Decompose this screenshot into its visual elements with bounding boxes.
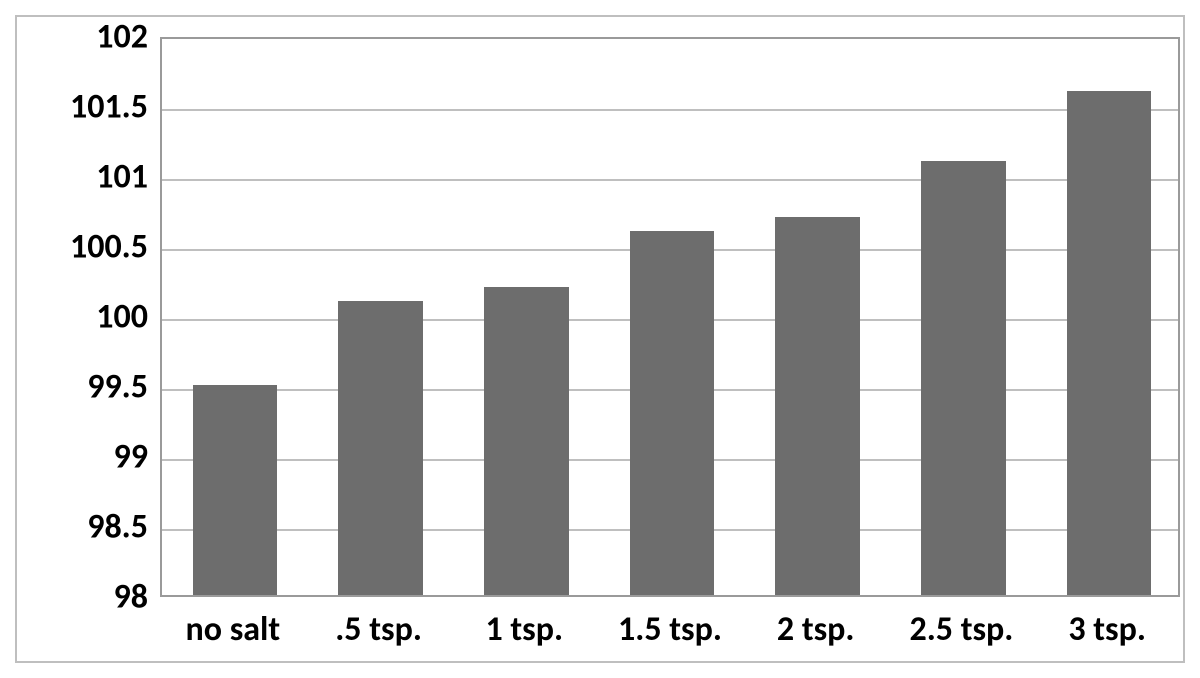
y-tick-label: 98.5 — [21, 507, 148, 548]
bar — [921, 161, 1006, 595]
x-tick-label: 3 tsp. — [1068, 609, 1146, 650]
y-tick-label: 99.5 — [21, 367, 148, 408]
x-tick-label: no salt — [185, 609, 280, 650]
bar — [1067, 91, 1152, 595]
bar — [775, 217, 860, 595]
x-tick-label: 1 tsp. — [485, 609, 563, 650]
x-tick-label: 2.5 tsp. — [909, 609, 1013, 650]
y-tick-label: 99 — [21, 437, 148, 478]
plot-area — [160, 37, 1180, 597]
x-tick-label: 1.5 tsp. — [618, 609, 722, 650]
bar — [338, 301, 423, 595]
bar — [193, 385, 278, 595]
gridline — [162, 179, 1178, 181]
y-tick-label: 101 — [21, 157, 148, 198]
y-tick-label: 98 — [21, 577, 148, 618]
y-tick-label: 100 — [21, 297, 148, 338]
y-tick-label: 100.5 — [21, 227, 148, 268]
x-tick-label: .5 tsp. — [335, 609, 422, 650]
x-tick-label: 2 tsp. — [777, 609, 855, 650]
y-tick-label: 101.5 — [21, 87, 148, 128]
gridline — [162, 109, 1178, 111]
y-tick-label: 102 — [21, 17, 148, 58]
bar — [630, 231, 715, 595]
bar — [484, 287, 569, 595]
